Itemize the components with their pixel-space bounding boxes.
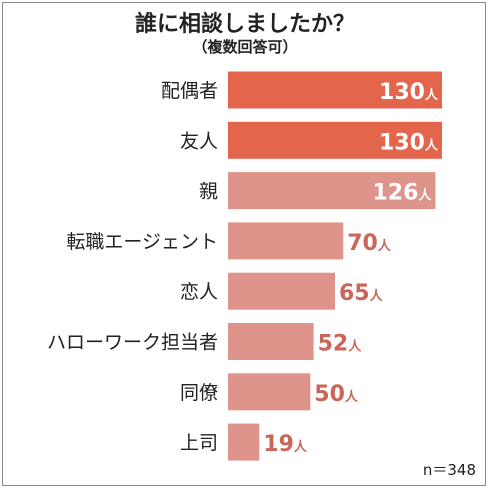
bar [228,373,311,411]
category-label: 転職エージェント [66,231,218,253]
data-label: 130人 [379,80,439,105]
bar [228,71,442,109]
data-label: 126人 [372,181,432,206]
category-label: ハローワーク担当者 [47,332,218,354]
data-label: 19人 [263,432,308,457]
bar [228,172,436,210]
data-label: 52人 [318,332,363,357]
chart-title: 誰に相談しましたか？ [134,12,355,37]
category-label: 配偶者 [161,80,218,102]
bar [228,423,260,461]
bar [228,222,344,260]
sample-size-note: n＝348 [422,461,476,479]
data-label: 65人 [339,281,384,306]
category-label: 親 [199,181,218,203]
bar [228,323,314,360]
bar [228,121,442,159]
data-label: 70人 [347,231,392,256]
chart-subtitle: （複数回答可） [192,38,298,56]
data-label: 130人 [379,130,439,155]
bar [228,272,335,310]
category-label: 同僚 [180,382,218,404]
category-label: 上司 [180,432,218,454]
category-label: 恋人 [180,281,218,303]
category-label: 友人 [180,130,218,152]
data-label: 50人 [314,382,359,407]
